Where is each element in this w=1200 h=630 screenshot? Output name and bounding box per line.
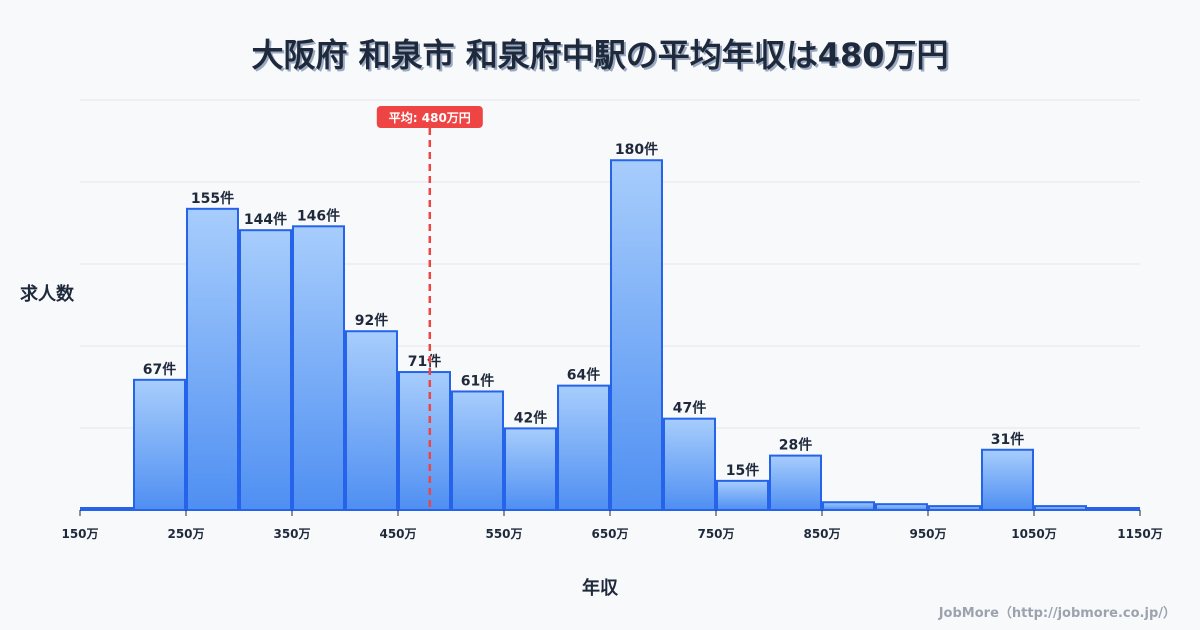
- histogram-bar: [663, 417, 716, 511]
- bars: 67件 155件 144件 146件 92件 71件 61件 42件 64件 180件 47件 15件…: [80, 141, 1140, 512]
- bar-value-label: 15件: [726, 462, 759, 479]
- y-axis-label: 求人数: [20, 284, 74, 305]
- bar-value-label: 28件: [779, 437, 812, 454]
- bar-value-label: 61件: [461, 372, 494, 389]
- histogram-bar: [133, 378, 186, 511]
- x-axis-label: 年収: [582, 578, 618, 599]
- histogram-bar: [716, 479, 769, 512]
- x-tick-label: 150万: [61, 527, 98, 541]
- x-tick-label: 550万: [485, 527, 522, 541]
- histogram-bar: [610, 159, 663, 511]
- x-axis-ticks: 150万 250万 350万 450万 550万 650万 750万 850万 950万 1050…: [61, 510, 1163, 541]
- histogram-bar: [1087, 507, 1140, 511]
- bar-value-label: 67件: [143, 361, 176, 378]
- chart-title: 大阪府 和泉市 和泉府中駅の平均年収は480万円: [251, 36, 949, 74]
- average-badge: [376, 106, 483, 128]
- histogram-bar: [80, 507, 133, 511]
- histogram-bar: [1034, 505, 1087, 511]
- x-tick-label: 850万: [803, 527, 840, 541]
- bar-value-label: 146件: [297, 207, 340, 224]
- histogram-bar: [398, 371, 451, 511]
- bar-value-label: 42件: [514, 409, 547, 426]
- x-tick-label: 350万: [273, 527, 310, 541]
- x-tick-label: 650万: [591, 527, 628, 541]
- bar-value-label: 180件: [615, 141, 658, 158]
- bar-value-label: 31件: [991, 431, 1024, 448]
- histogram-bar: [504, 427, 557, 511]
- bar-value-label: 144件: [244, 211, 287, 228]
- histogram-bar: [345, 330, 398, 512]
- histogram-bar: [292, 225, 345, 511]
- histogram-bar: [769, 454, 822, 511]
- histogram-bar: [186, 207, 239, 512]
- histogram-bar: [239, 229, 292, 511]
- histogram-bar: [875, 503, 928, 512]
- x-tick-label: 1050万: [1011, 527, 1056, 541]
- credit-text: JobMore（http://jobmore.co.jp/）: [938, 606, 1176, 621]
- bar-value-label: 71件: [408, 353, 441, 370]
- histogram-bar: [928, 505, 981, 511]
- bar-value-label: 64件: [567, 367, 600, 384]
- histogram-bar: [557, 384, 610, 511]
- x-tick-label: 750万: [697, 527, 734, 541]
- average-line: 平均: 480万円: [376, 106, 483, 510]
- bar-value-label: 47件: [673, 400, 706, 417]
- average-badge-label: 平均: 480万円: [389, 110, 471, 125]
- x-tick-label: 450万: [379, 527, 416, 541]
- x-tick-label: 250万: [167, 527, 204, 541]
- histogram-bar: [822, 501, 875, 511]
- histogram-bar: [981, 448, 1034, 511]
- bar-value-label: 155件: [191, 190, 234, 207]
- histogram-bar: [451, 390, 504, 512]
- bar-value-label: 92件: [355, 312, 388, 329]
- x-tick-label: 950万: [909, 527, 946, 541]
- x-tick-label: 1150万: [1117, 527, 1162, 541]
